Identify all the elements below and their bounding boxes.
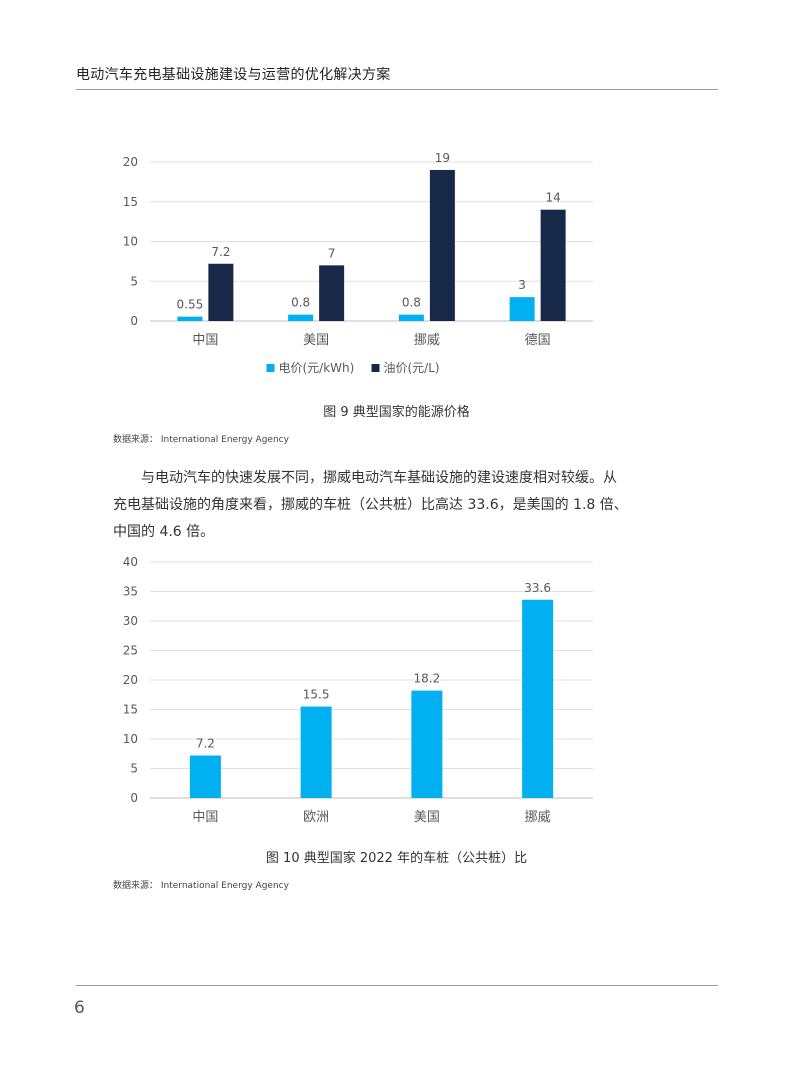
figure-9-caption: 图 9 典型国家的能源价格 xyxy=(323,405,470,420)
bar xyxy=(319,265,345,321)
data-label: 7 xyxy=(328,246,336,260)
legend-label: 电价(元/kWh) xyxy=(279,361,355,375)
y-tick-label: 20 xyxy=(123,673,138,687)
page-number: 6 xyxy=(74,998,85,1018)
figure-10-caption: 图 10 典型国家 2022 年的车桩（公共桩）比 xyxy=(265,851,528,866)
header-rule xyxy=(76,89,718,90)
y-tick-label: 5 xyxy=(130,274,138,288)
y-tick-label: 15 xyxy=(123,195,138,209)
x-tick-label: 欧洲 xyxy=(303,810,329,825)
y-tick-label: 20 xyxy=(123,155,138,169)
bar xyxy=(522,599,554,798)
bar xyxy=(300,706,332,798)
figure-10-chart: 0 5 10 15 20 25 30 35 40 中国 7.2 欧洲 15.5 美国 18.2 挪威 33.6 xyxy=(123,555,593,825)
y-tick-label: 40 xyxy=(123,555,138,569)
data-label: 18.2 xyxy=(414,672,441,686)
x-tick-label: 中国 xyxy=(192,810,218,825)
figure-9-source: 数据来源： International Energy Agency xyxy=(113,435,289,445)
bar xyxy=(189,755,221,798)
data-label: 33.6 xyxy=(524,581,551,595)
body-paragraph: 与电动汽车的快速发展不同，挪威电动汽车基础设施的建设速度相对较缓。从 充电基础设… xyxy=(113,465,628,546)
x-tick-label: 德国 xyxy=(525,333,551,348)
x-tick-label: 挪威 xyxy=(525,810,551,825)
bar xyxy=(177,316,203,321)
y-tick-label: 30 xyxy=(123,614,138,628)
page-header-title: 电动汽车充电基础设施建设与运营的优化解决方案 xyxy=(76,67,391,83)
data-label: 3 xyxy=(518,278,526,292)
data-label: 19 xyxy=(435,151,450,165)
data-label: 0.8 xyxy=(402,296,421,310)
x-tick-label: 挪威 xyxy=(414,333,440,348)
data-label: 7.2 xyxy=(211,245,230,259)
y-tick-label: 25 xyxy=(123,644,138,658)
bar xyxy=(208,263,234,321)
paragraph-line: 中国的 4.6 倍。 xyxy=(113,524,215,540)
bar xyxy=(411,690,443,798)
legend-label: 油价(元/L) xyxy=(384,361,440,375)
data-label: 0.55 xyxy=(177,298,204,312)
figure-10-source: 数据来源： International Energy Agency xyxy=(113,881,289,891)
paragraph-line: 充电基础设施的角度来看，挪威的车桩（公共桩）比高达 33.6，是美国的 1.8 … xyxy=(113,497,628,513)
data-label: 0.8 xyxy=(291,296,310,310)
y-tick-label: 5 xyxy=(130,762,138,776)
bar xyxy=(288,314,314,321)
y-tick-label: 10 xyxy=(123,732,138,746)
y-tick-label: 0 xyxy=(130,791,138,805)
paragraph-line: 与电动汽车的快速发展不同，挪威电动汽车基础设施的建设速度相对较缓。从 xyxy=(141,470,617,486)
bar xyxy=(540,209,566,321)
bar xyxy=(398,314,424,321)
footer-rule xyxy=(76,985,718,986)
legend-swatch xyxy=(266,364,275,372)
figure-9-chart: 0 5 10 15 20 中国 0.55 7.2 美国 0.8 7 挪威 0.8 19 德国 3 14 电价(元/… xyxy=(123,151,593,375)
y-tick-label: 35 xyxy=(123,585,138,599)
x-tick-label: 美国 xyxy=(414,810,440,825)
y-tick-label: 0 xyxy=(130,314,138,328)
x-tick-label: 美国 xyxy=(303,333,329,348)
data-label: 15.5 xyxy=(303,688,330,702)
legend-swatch xyxy=(371,364,380,372)
x-tick-label: 中国 xyxy=(192,333,218,348)
data-label: 7.2 xyxy=(196,737,215,751)
bar xyxy=(509,297,535,321)
y-tick-label: 10 xyxy=(123,235,138,249)
y-tick-label: 15 xyxy=(123,703,138,717)
bar xyxy=(429,169,455,321)
data-label: 14 xyxy=(545,191,560,205)
